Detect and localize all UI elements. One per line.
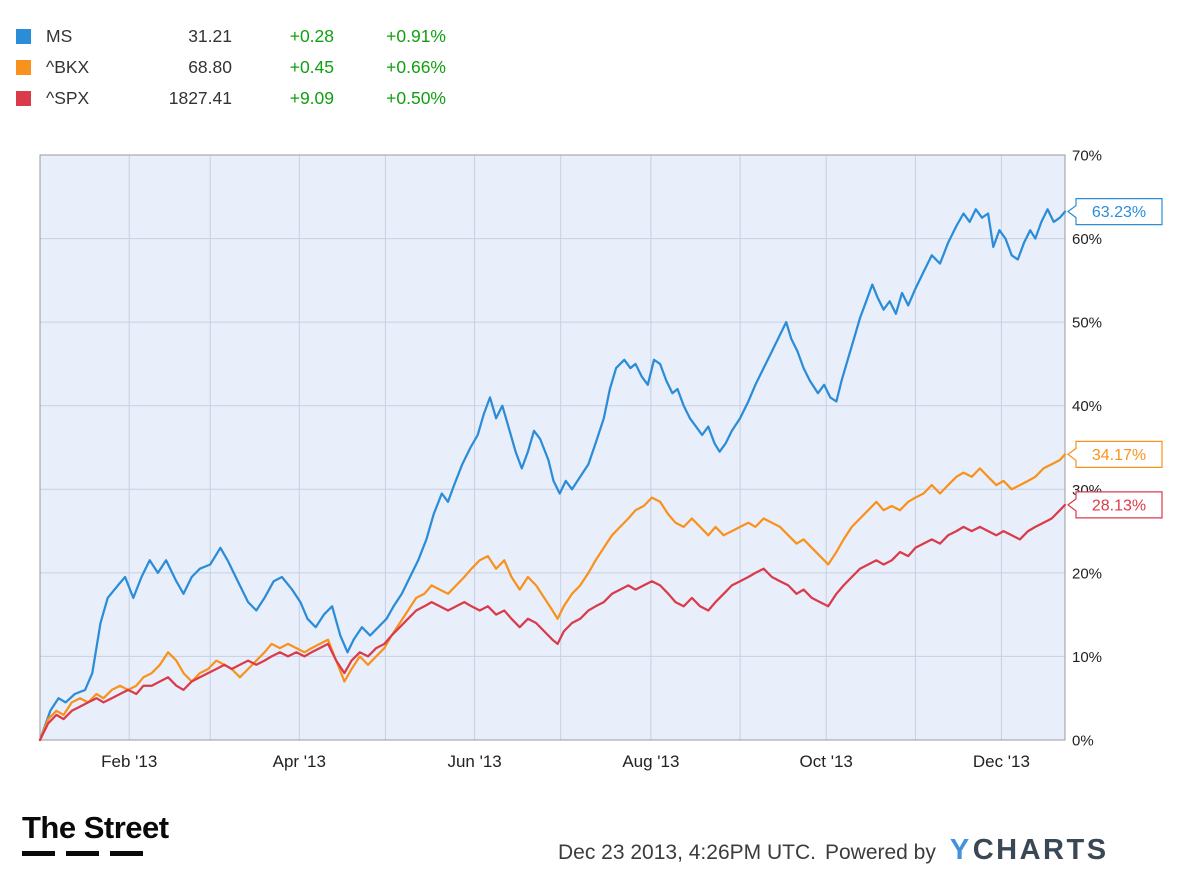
- ticker-symbol: ^BKX: [46, 57, 90, 77]
- x-axis-label: Apr '13: [273, 752, 326, 771]
- last-price: 1827.41: [168, 88, 232, 108]
- y-axis-label: 50%: [1072, 315, 1102, 332]
- y-axis-label: 0%: [1072, 733, 1094, 750]
- spx-color-swatch-icon: [16, 91, 31, 106]
- x-axis-label: Aug '13: [622, 752, 679, 771]
- last-price: 31.21: [188, 26, 232, 46]
- legend-row-ms: MS 31.21 +0.28 +0.91%: [16, 26, 446, 47]
- y-axis-label: 20%: [1072, 565, 1102, 582]
- end-value-label: 28.13%: [1092, 497, 1146, 514]
- x-axis-label: Oct '13: [800, 752, 853, 771]
- ticker-symbol: ^SPX: [46, 88, 90, 108]
- chart-legend: MS 31.21 +0.28 +0.91% ^BKX 68.80 +0.45 +…: [16, 26, 446, 109]
- price-change: +0.28: [289, 26, 334, 46]
- series-line-spx: [38, 503, 1067, 742]
- end-value-callout: [1067, 491, 1163, 519]
- x-axis-label: Dec '13: [973, 752, 1030, 771]
- stock-performance-chart: 0%10%20%30%40%50%60%70%Feb '13 Apr '13 Jun…: [38, 148, 1163, 771]
- series-line-ms: [38, 208, 1067, 742]
- y-axis-label: 40%: [1072, 398, 1102, 415]
- thestreet-logo-text: The Street: [22, 810, 169, 845]
- price-change-percent: +0.91%: [386, 26, 446, 46]
- y-axis-label: 10%: [1072, 649, 1102, 666]
- price-change-percent: +0.66%: [386, 57, 446, 77]
- logo-dash: [110, 851, 143, 856]
- price-change: +0.45: [289, 57, 334, 77]
- legend-row-spx: ^SPX 1827.41 +9.09 +0.50%: [16, 88, 446, 109]
- powered-by-label: Powered by: [824, 841, 936, 864]
- y-axis-label: 70%: [1072, 148, 1102, 165]
- logo-dash: [66, 851, 99, 856]
- ticker-symbol: MS: [46, 26, 73, 46]
- ycharts-logo-charts: CHARTS: [972, 834, 1109, 866]
- series-line-bkx: [38, 453, 1067, 742]
- price-change-percent: +0.50%: [386, 88, 446, 108]
- logo-dash: [22, 851, 55, 856]
- end-value-label: 34.17%: [1092, 447, 1146, 464]
- ycharts-logo: YCHARTS: [950, 834, 1109, 867]
- plot-border: [39, 154, 1066, 741]
- y-axis-label: 60%: [1072, 231, 1102, 248]
- x-axis-label: Feb '13: [101, 752, 157, 771]
- thestreet-logo-dashes: [22, 851, 169, 856]
- thestreet-logo: The Street: [22, 810, 169, 856]
- end-value-label: 63.23%: [1092, 204, 1146, 221]
- chart-timestamp: Dec 23 2013, 4:26PM UTC.: [558, 841, 816, 864]
- legend-row-bkx: ^BKX 68.80 +0.45 +0.66%: [16, 57, 446, 78]
- ms-color-swatch-icon: [16, 29, 31, 44]
- end-value-callout: [1067, 440, 1163, 468]
- price-change: +9.09: [289, 88, 334, 108]
- end-value-callout: [1067, 198, 1163, 226]
- chart-attribution: Dec 23 2013, 4:26PM UTC. Powered by YCHA…: [558, 834, 1109, 867]
- last-price: 68.80: [188, 57, 232, 77]
- x-axis-label: Jun '13: [447, 752, 501, 771]
- bkx-color-swatch-icon: [16, 60, 31, 75]
- plot-background: [40, 155, 1065, 740]
- ycharts-logo-y: Y: [949, 834, 972, 866]
